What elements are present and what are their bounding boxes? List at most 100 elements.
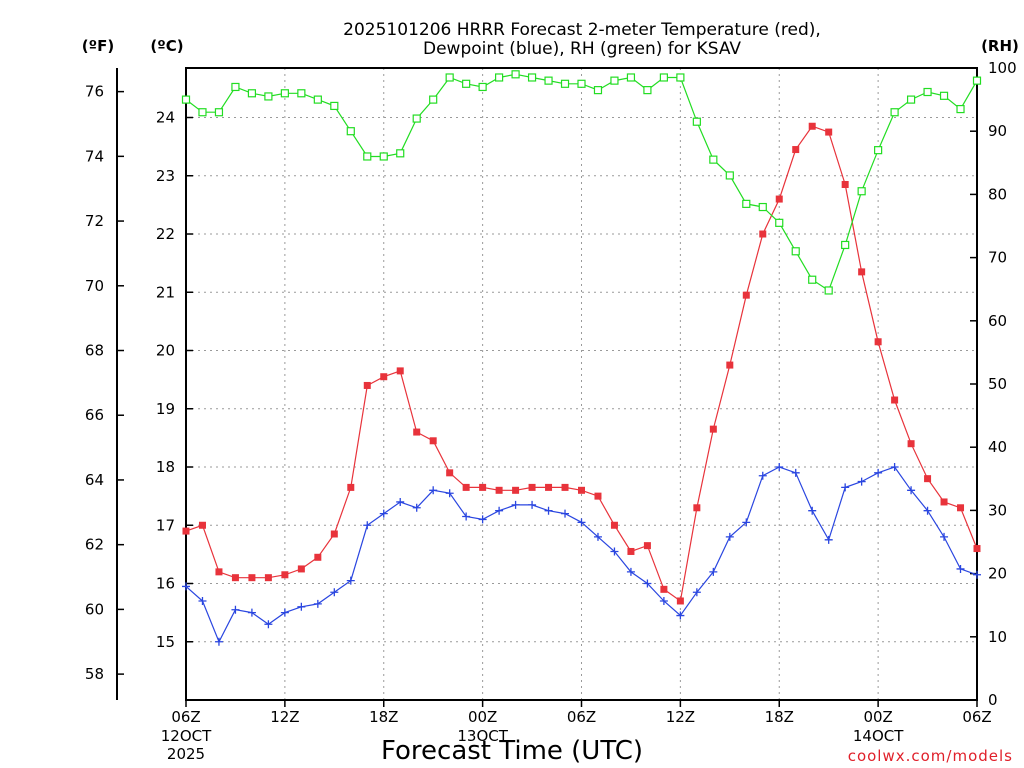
x-tick-year-label: 2025 — [167, 745, 205, 763]
data-point — [940, 532, 949, 541]
celsius-axis-unit: (ºC) — [150, 37, 183, 55]
data-point — [857, 187, 866, 196]
data-point — [858, 268, 866, 276]
data-point — [330, 530, 338, 538]
x-tick-label: 18Z — [765, 708, 794, 726]
chart-title-line2: Dewpoint (blue), RH (green) for KSAV — [423, 39, 741, 59]
x-tick-label: 06Z — [567, 708, 596, 726]
data-point — [231, 574, 239, 582]
fahrenheit-tick-label: 64 — [85, 471, 104, 489]
data-point — [214, 637, 223, 646]
data-point — [528, 500, 537, 509]
data-point — [363, 381, 371, 389]
data-point — [742, 518, 751, 527]
data-point — [676, 597, 684, 605]
data-point — [396, 149, 405, 158]
data-point — [659, 596, 668, 605]
data-point — [281, 571, 289, 579]
data-point — [346, 576, 355, 585]
data-point — [330, 588, 339, 597]
data-point — [446, 469, 454, 477]
data-point — [182, 582, 190, 591]
data-point — [857, 477, 866, 486]
rh-tick-label: 60 — [988, 312, 1007, 330]
data-point — [479, 483, 487, 491]
series-dewpoint — [182, 463, 981, 646]
data-point — [429, 486, 438, 495]
data-point — [610, 547, 619, 556]
data-point — [264, 574, 272, 582]
data-point — [924, 475, 932, 483]
axes — [116, 67, 978, 707]
fahrenheit-tick-label: 76 — [85, 83, 104, 101]
data-point — [577, 518, 586, 527]
data-point — [956, 104, 965, 114]
data-point — [346, 127, 355, 136]
data-point — [643, 86, 652, 95]
data-point — [676, 73, 685, 82]
data-point — [825, 128, 833, 136]
data-point — [495, 73, 504, 82]
data-point — [280, 89, 289, 98]
rh-tick-label: 70 — [988, 249, 1007, 267]
data-point — [874, 338, 882, 346]
data-point — [626, 567, 635, 576]
data-point — [380, 373, 388, 381]
data-point — [725, 532, 734, 541]
data-point — [972, 76, 982, 85]
data-point — [198, 521, 206, 529]
data-point — [280, 608, 289, 617]
data-point — [660, 585, 668, 593]
data-point — [413, 428, 421, 436]
data-point — [429, 95, 438, 104]
data-point — [725, 171, 734, 180]
data-point — [643, 542, 651, 550]
x-tick-label: 00Z — [468, 708, 497, 726]
data-point — [544, 76, 553, 85]
rh-tick-label: 80 — [988, 185, 1007, 203]
fahrenheit-tick-label: 72 — [85, 212, 104, 230]
plot-frame — [185, 67, 978, 701]
data-point — [808, 275, 817, 284]
data-point — [544, 506, 553, 515]
axis-tick-labels: 58 60 62 64 66 68 70 72 74 76 15 16 17 18 19 20 21 22 23 24… — [85, 59, 1017, 763]
data-point — [248, 574, 256, 582]
data-point — [297, 565, 305, 573]
data-point — [264, 92, 273, 101]
data-point — [692, 117, 701, 126]
x-tick-date-label: 13OCT — [457, 727, 508, 745]
data-point — [215, 568, 223, 576]
data-point — [313, 599, 322, 608]
credit-text: coolwx.com/models — [848, 747, 1013, 765]
data-point — [692, 588, 701, 597]
x-tick-label: 18Z — [369, 708, 398, 726]
x-axis-title: Forecast Time (UTC) — [381, 736, 643, 766]
data-point — [791, 468, 800, 477]
data-point — [709, 155, 718, 164]
data-point — [560, 79, 570, 88]
data-point — [627, 547, 635, 555]
data-point — [758, 471, 767, 480]
data-point — [610, 521, 618, 529]
series-2-meter-temperature — [182, 122, 981, 605]
data-point — [775, 463, 784, 472]
data-point — [891, 396, 899, 404]
data-point — [347, 483, 355, 491]
data-point — [396, 367, 404, 375]
data-point — [462, 79, 471, 88]
data-point — [659, 73, 668, 82]
data-point — [742, 291, 750, 299]
data-point — [330, 101, 339, 111]
fahrenheit-axis-unit: (ºF) — [82, 37, 114, 55]
data-point — [412, 114, 421, 123]
x-tick-label: 12Z — [666, 708, 695, 726]
data-point — [528, 483, 536, 491]
data-point — [527, 73, 537, 82]
data-point — [709, 425, 717, 433]
rh-tick-label: 10 — [988, 628, 1007, 646]
data-point — [379, 509, 388, 518]
data-point — [314, 553, 322, 561]
data-point — [956, 564, 965, 573]
data-point — [578, 486, 585, 494]
